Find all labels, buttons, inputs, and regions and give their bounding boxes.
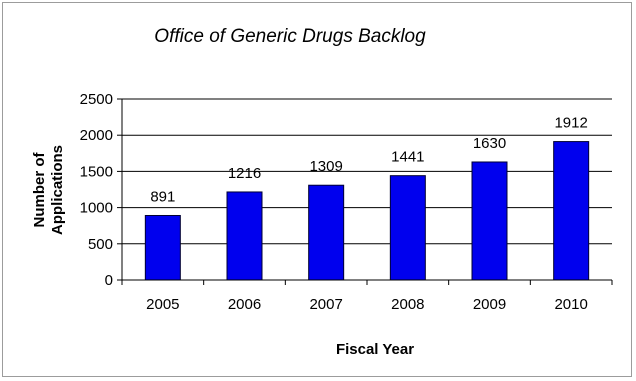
y-tick-label: 2500 (80, 91, 113, 108)
bar-2006 (226, 191, 263, 281)
x-axis-title: Fiscal Year (336, 341, 414, 358)
y-axis-title-line-1: Number of (31, 151, 48, 227)
bar-2010 (553, 141, 590, 281)
bar-2007 (308, 184, 345, 281)
bar-2005 (144, 214, 181, 281)
x-tick-label-2010: 2010 (554, 296, 587, 313)
y-tick-label: 1500 (80, 163, 113, 180)
y-tick-label: 1000 (80, 200, 113, 217)
data-label-2006: 1216 (228, 165, 261, 182)
y-tick-label: 0 (105, 272, 113, 289)
data-label-2008: 1441 (391, 149, 424, 166)
x-tick-label-2006: 2006 (228, 296, 261, 313)
y-axis-title-line-2: Applications (49, 145, 66, 235)
data-label-2007: 1309 (309, 158, 342, 175)
axes: 0 500 1000 1500 2000 2500 2005 2006 2007 2008 2009… (80, 91, 613, 313)
bars (144, 141, 590, 281)
data-labels: 891 1216 1309 1441 1630 1912 (150, 115, 588, 206)
y-axis-title: Number of Applications (31, 145, 66, 235)
bar-2008 (389, 175, 426, 281)
data-label-2009: 1630 (473, 135, 506, 152)
x-tick-label-2005: 2005 (146, 296, 179, 313)
x-tick-label-2009: 2009 (473, 296, 506, 313)
gridlines (122, 98, 612, 245)
x-tick-label-2008: 2008 (391, 296, 424, 313)
chart-title: Office of Generic Drugs Backlog (154, 26, 426, 47)
y-tick-label: 500 (88, 236, 113, 253)
bar-2009 (471, 161, 508, 281)
y-tick-label: 2000 (80, 127, 113, 144)
data-label-2010: 1912 (554, 115, 587, 132)
data-label-2005: 891 (150, 188, 175, 205)
x-tick-label-2007: 2007 (309, 296, 342, 313)
